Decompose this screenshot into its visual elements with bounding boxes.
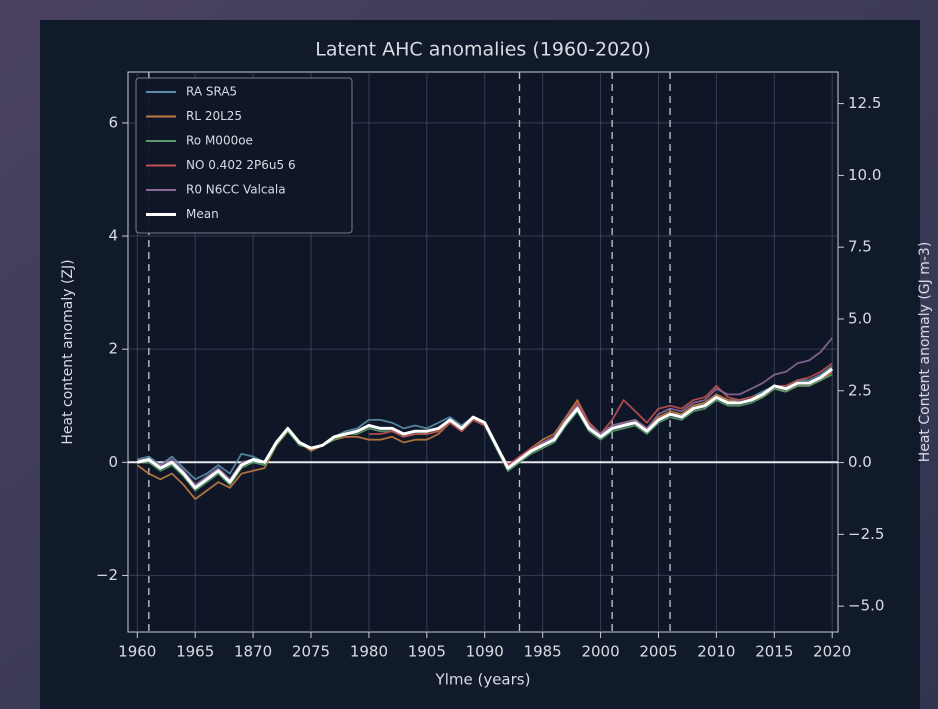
y2-tick-label: 0.0 <box>848 453 872 471</box>
y2-tick-label: −2.5 <box>848 525 884 543</box>
legend-label: RA SRA5 <box>186 85 237 99</box>
x-tick-label: 1980 <box>350 643 388 661</box>
y-tick-label: −2 <box>96 566 118 584</box>
chart-title: Latent AHC anomalies (1960-2020) <box>315 39 651 61</box>
y2-tick-label: −5.0 <box>848 597 884 615</box>
y2-tick-label: 10.0 <box>848 166 881 184</box>
x-tick-label: 2015 <box>755 643 793 661</box>
x-tick-label: 1985 <box>524 643 562 661</box>
y-axis-label: Heat content anomaly (ZJ) <box>60 259 76 444</box>
y2-tick-label: 2.5 <box>848 381 872 399</box>
y-tick-label: 4 <box>108 227 118 245</box>
legend-label: RL 20L25 <box>186 109 242 123</box>
y-tick-label: 2 <box>108 340 118 358</box>
x-tick-label: 1965 <box>176 643 214 661</box>
x-tick-label: 2005 <box>639 643 677 661</box>
y2-tick-label: 7.5 <box>848 238 872 256</box>
legend-label: NO 0.402 2P6u5 6 <box>186 158 296 172</box>
y2-axis-label: Heat Content anomaly (GJ m-3) <box>917 242 933 463</box>
legend-label: Mean <box>186 207 219 221</box>
x-tick-label: 1905 <box>408 643 446 661</box>
x-tick-label: 2000 <box>581 643 619 661</box>
x-tick-label: 2010 <box>697 643 735 661</box>
x-tick-label: 2075 <box>292 643 330 661</box>
y-tick-label: 6 <box>108 113 118 131</box>
x-tick-label: 1090 <box>466 643 504 661</box>
x-tick-label: 1870 <box>234 643 272 661</box>
legend-box <box>135 77 353 234</box>
legend-label: R0 N6CC Valcala <box>186 183 286 197</box>
x-tick-label: 2020 <box>813 643 851 661</box>
x-tick-label: 1960 <box>118 643 156 661</box>
series-line <box>136 367 834 490</box>
legend-label: Ro M000oe <box>186 134 253 148</box>
y-tick-label: 0 <box>108 453 118 471</box>
x-axis-label: Ylme (years) <box>435 671 531 689</box>
y2-tick-label: 12.5 <box>848 94 881 112</box>
y2-tick-label: 5.0 <box>848 309 872 327</box>
